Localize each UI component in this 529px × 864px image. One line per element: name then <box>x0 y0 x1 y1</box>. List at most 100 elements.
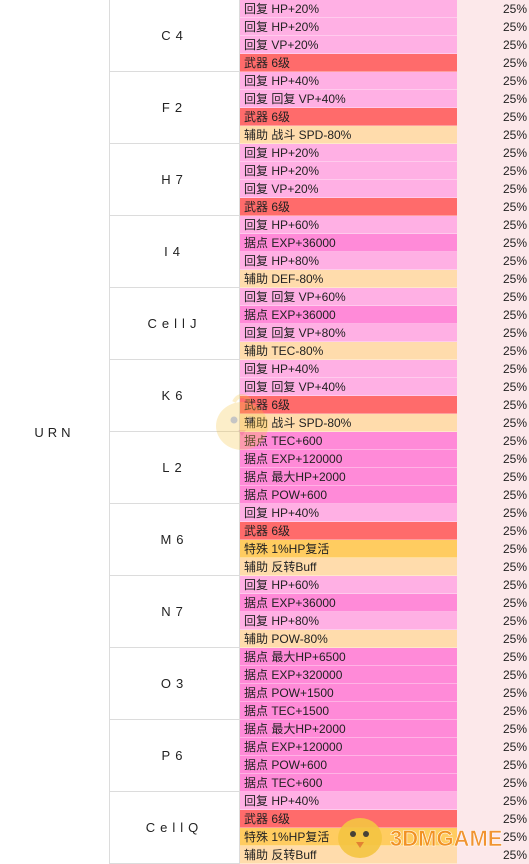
effect-cell: 武器 6级 <box>240 108 457 126</box>
effect-cell: 武器 6级 <box>240 198 457 216</box>
effect-cell: 回复 HP+80% <box>240 612 457 630</box>
rate-cell: 25% <box>457 756 529 774</box>
rate-cell: 25% <box>457 666 529 684</box>
effect-cell: 据点 最大HP+2000 <box>240 720 457 738</box>
effect-cell: 回复 回复 VP+40% <box>240 90 457 108</box>
rate-cell: 25% <box>457 828 529 846</box>
effect-cell: 回复 VP+20% <box>240 36 457 54</box>
rate-cell: 25% <box>457 450 529 468</box>
rate-cell: 25% <box>457 558 529 576</box>
rate-cell: 25% <box>457 144 529 162</box>
rate-cell: 25% <box>457 720 529 738</box>
rate-cell: 25% <box>457 36 529 54</box>
rate-cell: 25% <box>457 180 529 198</box>
effect-cell: 辅助 TEC-80% <box>240 342 457 360</box>
rate-cell: 25% <box>457 360 529 378</box>
rate-cell: 25% <box>457 324 529 342</box>
rate-cell: 25% <box>457 0 529 18</box>
slot-name-cell: C4 <box>110 0 240 72</box>
rate-cell: 25% <box>457 18 529 36</box>
effect-cell: 回复 HP+40% <box>240 792 457 810</box>
effect-cell: 辅助 战斗 SPD-80% <box>240 126 457 144</box>
slot-name-cell: CellJ <box>110 288 240 360</box>
slot-name-cell: M6 <box>110 504 240 576</box>
effect-cell: 据点 POW+600 <box>240 486 457 504</box>
effect-cell: 武器 6级 <box>240 810 457 828</box>
effect-cell: 据点 EXP+320000 <box>240 666 457 684</box>
rate-cell: 25% <box>457 648 529 666</box>
rate-cell: 25% <box>457 342 529 360</box>
effect-cell: 特殊 1%HP复活 <box>240 540 457 558</box>
effect-cell: 据点 EXP+36000 <box>240 234 457 252</box>
rate-cell: 25% <box>457 684 529 702</box>
rate-cell: 25% <box>457 288 529 306</box>
slot-name-cell: N7 <box>110 576 240 648</box>
effect-cell: 回复 HP+80% <box>240 252 457 270</box>
effect-cell: 辅助 反转Buff <box>240 558 457 576</box>
group-name-cell: URN <box>0 0 110 864</box>
effect-cell: 据点 TEC+1500 <box>240 702 457 720</box>
effect-cell: 回复 回复 VP+40% <box>240 378 457 396</box>
effect-cell: 据点 最大HP+2000 <box>240 468 457 486</box>
rate-cell: 25% <box>457 612 529 630</box>
effect-cell: 回复 回复 VP+60% <box>240 288 457 306</box>
rate-cell: 25% <box>457 522 529 540</box>
rate-cell: 25% <box>457 774 529 792</box>
rate-cell: 25% <box>457 306 529 324</box>
rate-cell: 25% <box>457 54 529 72</box>
effect-cell: 回复 VP+20% <box>240 180 457 198</box>
rate-cell: 25% <box>457 540 529 558</box>
slot-name-cell: H7 <box>110 144 240 216</box>
rate-cell: 25% <box>457 90 529 108</box>
rate-cell: 25% <box>457 126 529 144</box>
effect-cell: 据点 EXP+36000 <box>240 306 457 324</box>
effect-cell: 辅助 战斗 SPD-80% <box>240 414 457 432</box>
slot-name-cell: L2 <box>110 432 240 504</box>
effect-cell: 辅助 反转Buff <box>240 846 457 864</box>
slot-name-cell: CellQ <box>110 792 240 864</box>
rate-cell: 25% <box>457 234 529 252</box>
effect-cell: 据点 EXP+120000 <box>240 738 457 756</box>
slot-name-cell: P6 <box>110 720 240 792</box>
rate-cell: 25% <box>457 576 529 594</box>
rate-cell: 25% <box>457 270 529 288</box>
rate-cell: 25% <box>457 72 529 90</box>
rate-cell: 25% <box>457 468 529 486</box>
effect-cell: 据点 POW+600 <box>240 756 457 774</box>
rate-cell: 25% <box>457 252 529 270</box>
effect-cell: 据点 EXP+120000 <box>240 450 457 468</box>
rate-cell: 25% <box>457 396 529 414</box>
effect-cell: 据点 TEC+600 <box>240 432 457 450</box>
rate-cell: 25% <box>457 216 529 234</box>
effect-cell: 回复 HP+20% <box>240 18 457 36</box>
effect-cell: 回复 HP+60% <box>240 576 457 594</box>
rate-cell: 25% <box>457 702 529 720</box>
rate-cell: 25% <box>457 630 529 648</box>
effect-cell: 回复 回复 VP+80% <box>240 324 457 342</box>
effect-cell: 辅助 DEF-80% <box>240 270 457 288</box>
rate-cell: 25% <box>457 486 529 504</box>
slot-name-cell: O3 <box>110 648 240 720</box>
rate-cell: 25% <box>457 414 529 432</box>
rate-cell: 25% <box>457 792 529 810</box>
effect-cell: 武器 6级 <box>240 522 457 540</box>
rate-cell: 25% <box>457 504 529 522</box>
rate-cell: 25% <box>457 594 529 612</box>
rate-cell: 25% <box>457 810 529 828</box>
effect-cell: 据点 EXP+36000 <box>240 594 457 612</box>
rate-cell: 25% <box>457 198 529 216</box>
effect-cell: 特殊 1%HP复活 <box>240 828 457 846</box>
rate-cell: 25% <box>457 738 529 756</box>
effect-cell: 回复 HP+20% <box>240 144 457 162</box>
effect-cell: 据点 POW+1500 <box>240 684 457 702</box>
rate-cell: 25% <box>457 108 529 126</box>
slot-name-cell: I4 <box>110 216 240 288</box>
rate-cell: 25% <box>457 846 529 864</box>
effect-cell: 回复 HP+60% <box>240 216 457 234</box>
effect-cell: 回复 HP+40% <box>240 360 457 378</box>
effect-cell: 回复 HP+20% <box>240 162 457 180</box>
slot-name-cell: K6 <box>110 360 240 432</box>
effect-cell: 回复 HP+40% <box>240 504 457 522</box>
rate-cell: 25% <box>457 378 529 396</box>
